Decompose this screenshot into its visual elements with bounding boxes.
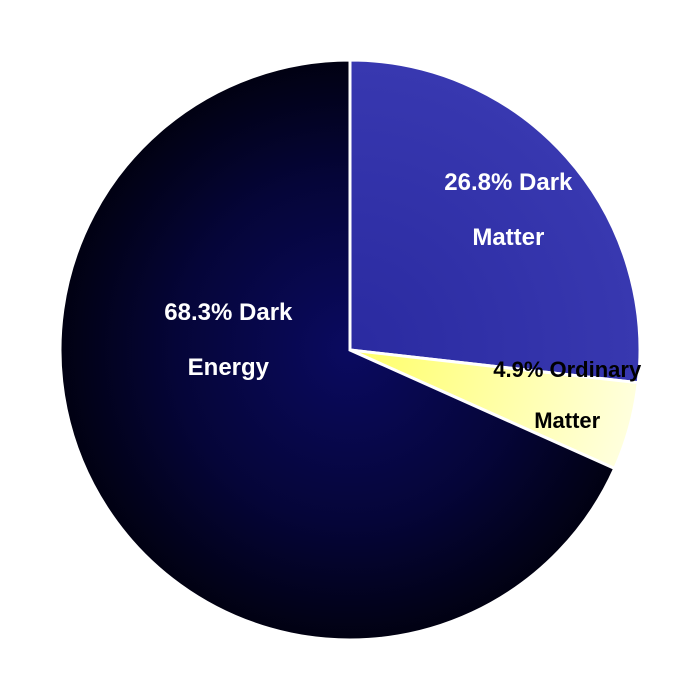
pie-chart-svg bbox=[0, 0, 700, 700]
pie-chart-container: 26.8% Dark Matter 4.9% Ordinary Matter 6… bbox=[0, 0, 700, 700]
